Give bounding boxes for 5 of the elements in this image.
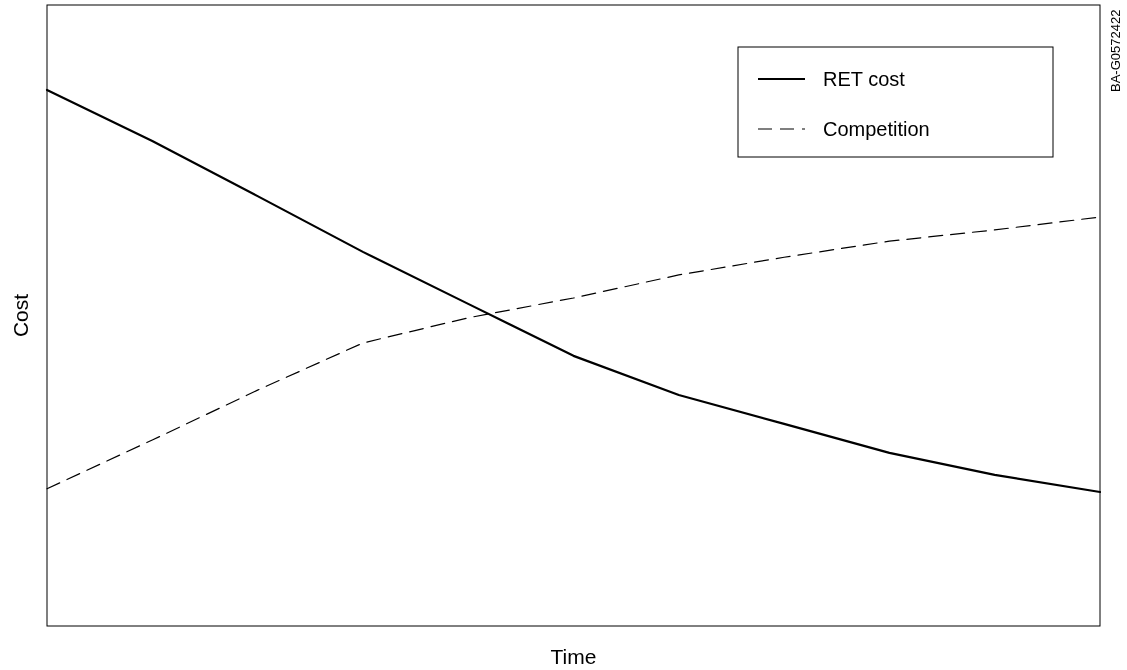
x-axis-title: Time [550, 645, 597, 668]
y-axis-title: Cost [9, 293, 32, 338]
text: BA-G0572422 [1108, 9, 1123, 92]
legend-label: Competition [823, 118, 930, 140]
legend-label: RET cost [823, 68, 906, 90]
